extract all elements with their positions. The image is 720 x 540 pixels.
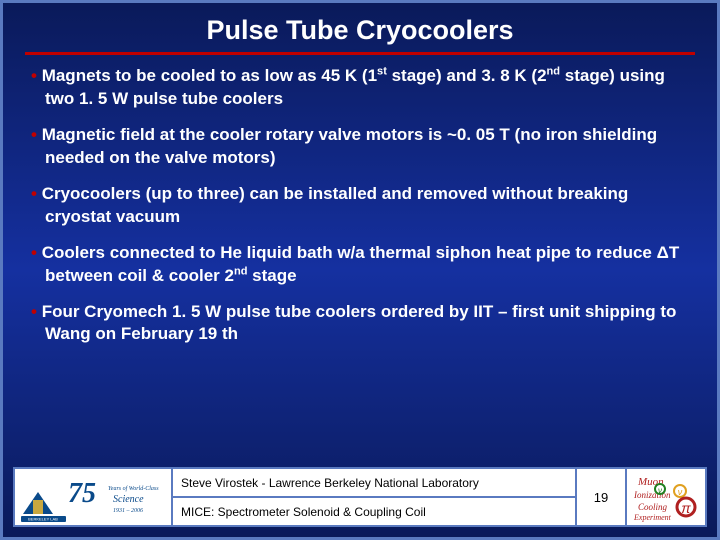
svg-text:π: π — [681, 500, 691, 516]
footer: 75 Years of World-Class Science 1931 – 2… — [13, 467, 707, 527]
svg-text:Experiment: Experiment — [633, 513, 672, 522]
page-number: 19 — [577, 467, 627, 527]
bullet-item: Magnetic field at the cooler rotary valv… — [25, 124, 695, 170]
svg-text:ν: ν — [678, 487, 683, 497]
bullet-item: Four Cryomech 1. 5 W pulse tube coolers … — [25, 301, 695, 347]
title-rule — [25, 52, 695, 55]
svg-text:BERKELEY LAB: BERKELEY LAB — [28, 517, 58, 522]
bullet-item: Coolers connected to He liquid bath w/a … — [25, 242, 695, 288]
bullet-list: Magnets to be cooled to as low as 45 K (… — [25, 65, 695, 346]
footer-author: Steve Virostek - Lawrence Berkeley Natio… — [173, 467, 577, 496]
svg-text:Years of World-Class: Years of World-Class — [108, 485, 159, 492]
slide-title: Pulse Tube Cryocoolers — [25, 15, 695, 46]
svg-text:Science: Science — [113, 494, 144, 505]
bullet-item: Cryocoolers (up to three) can be install… — [25, 183, 695, 229]
mice-logo: Muon Ionization Cooling ν ν π Experiment — [627, 467, 707, 527]
footer-text-block: Steve Virostek - Lawrence Berkeley Natio… — [173, 467, 577, 527]
berkeley-75-logo: 75 Years of World-Class Science 1931 – 2… — [13, 467, 173, 527]
svg-text:75: 75 — [68, 478, 96, 509]
svg-text:1931 – 2006: 1931 – 2006 — [113, 508, 143, 514]
svg-text:ν: ν — [658, 486, 662, 495]
slide: Pulse Tube Cryocoolers Magnets to be coo… — [0, 0, 720, 540]
footer-project: MICE: Spectrometer Solenoid & Coupling C… — [173, 496, 577, 527]
svg-text:Cooling: Cooling — [638, 502, 668, 512]
bullet-item: Magnets to be cooled to as low as 45 K (… — [25, 65, 695, 111]
